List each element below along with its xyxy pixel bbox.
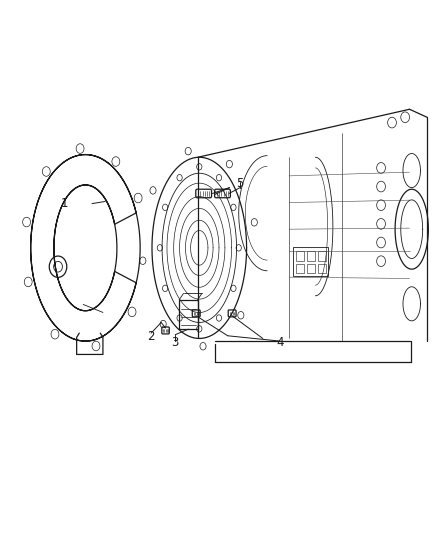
- Text: 2: 2: [147, 330, 155, 343]
- Text: 5: 5: [237, 177, 244, 190]
- Text: 3: 3: [172, 336, 179, 349]
- Text: 4: 4: [276, 336, 284, 349]
- Text: 1: 1: [61, 197, 69, 210]
